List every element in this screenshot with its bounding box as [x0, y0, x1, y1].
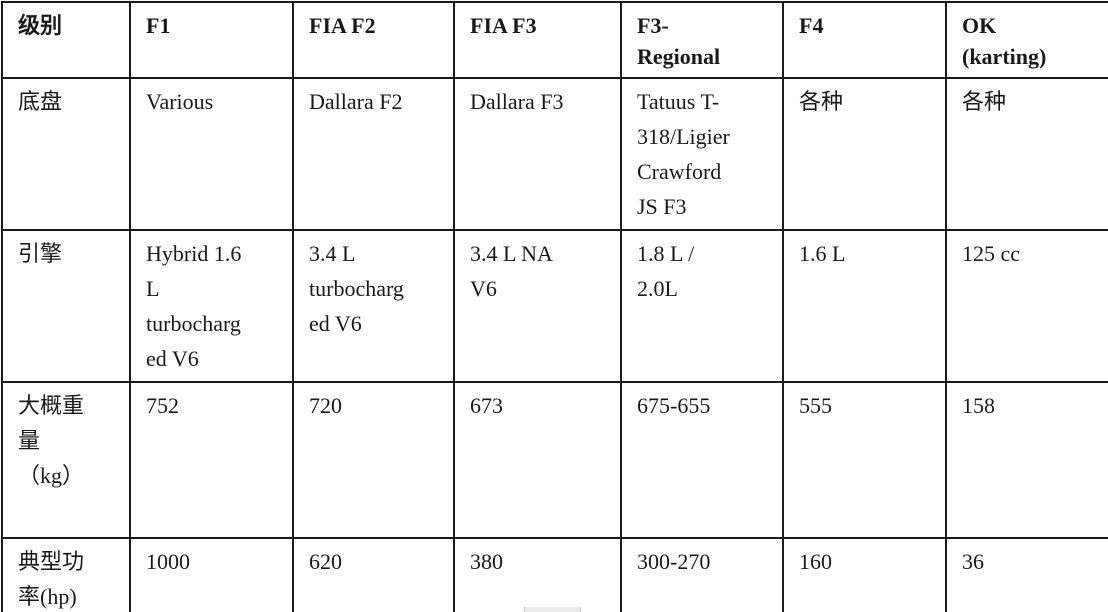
- table-row: 大概重 量 （kg） 752 720 673 675-655 555 158: [1, 381, 1108, 539]
- table-cell: 720: [292, 381, 455, 539]
- table-cell: 673: [453, 381, 622, 539]
- table-cell: Hybrid 1.6 L turbocharg ed V6: [129, 229, 294, 383]
- table-cell: 160: [782, 537, 947, 612]
- table-cell: 300-270: [620, 537, 784, 612]
- row-label: 典型功 率(hp): [1, 537, 131, 612]
- table-cell: Dallara F2: [292, 77, 455, 231]
- column-header: 级别: [1, 1, 131, 79]
- column-header: F1: [129, 1, 294, 79]
- table-cell: 1000: [129, 537, 294, 612]
- table-cell: 675-655: [620, 381, 784, 539]
- table-cell: 3.4 L turbocharg ed V6: [292, 229, 455, 383]
- column-header: F3- Regional: [620, 1, 784, 79]
- table-row: 底盘 Various Dallara F2 Dallara F3 Tatuus T- 3…: [1, 77, 1108, 231]
- table-cell: 125 cc: [945, 229, 1108, 383]
- table-cell: 36: [945, 537, 1108, 612]
- column-header: F4: [782, 1, 947, 79]
- table-cell: Various: [129, 77, 294, 231]
- column-header: FIA F3: [453, 1, 622, 79]
- table-cell: 3.4 L NA V6: [453, 229, 622, 383]
- table-cell: 555: [782, 381, 947, 539]
- table-cell: Tatuus T- 318/Ligier Crawford JS F3: [620, 77, 784, 231]
- header-row: 级别 F1 FIA F2 FIA F3 F3- Regional F4 OK (kartin…: [1, 1, 1108, 79]
- row-label: 大概重 量 （kg）: [1, 381, 131, 539]
- column-header: OK (karting): [945, 1, 1108, 79]
- table-row: 引擎 Hybrid 1.6 L turbocharg ed V6 3.4 L tur…: [1, 229, 1108, 383]
- table-cell: 1.6 L: [782, 229, 947, 383]
- table-cell: 各种: [945, 77, 1108, 231]
- table-cell: 620: [292, 537, 455, 612]
- table-cell: Dallara F3: [453, 77, 622, 231]
- table-cell: 380: [453, 537, 622, 612]
- table-row: 典型功 率(hp) 1000 620 380 300-270 160 36: [1, 537, 1108, 612]
- table-cell: 158: [945, 381, 1108, 539]
- column-header: FIA F2: [292, 1, 455, 79]
- row-label: 引擎: [1, 229, 131, 383]
- table-cell: 1.8 L / 2.0L: [620, 229, 784, 383]
- bottom-edge-artifact: [524, 607, 581, 612]
- row-label: 底盘: [1, 77, 131, 231]
- table-cell: 752: [129, 381, 294, 539]
- table-cell: 各种: [782, 77, 947, 231]
